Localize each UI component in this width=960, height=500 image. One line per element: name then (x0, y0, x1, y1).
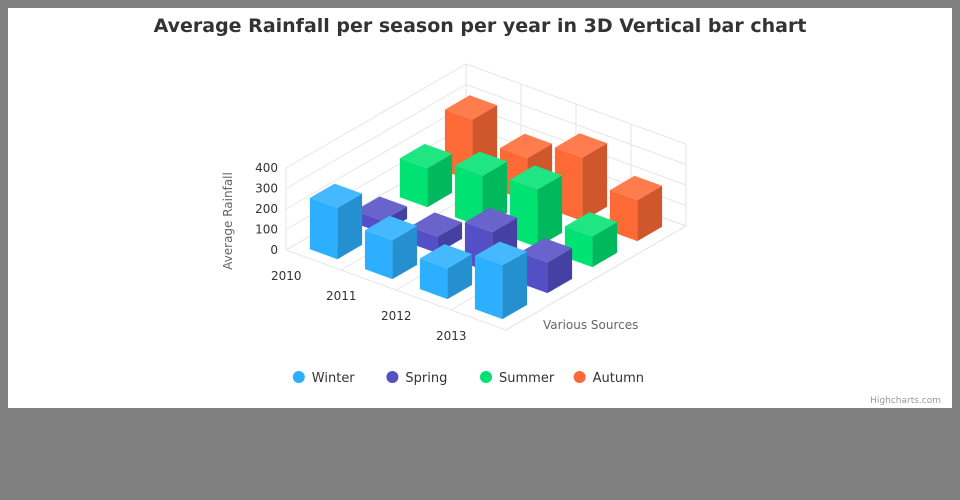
bar-top-face (509, 165, 563, 190)
bar-front-face (454, 165, 483, 228)
bar-side-face (427, 153, 453, 208)
bar-side-face (582, 143, 608, 222)
bar-autumn-2013[interactable] (609, 175, 663, 242)
x-tick-label: 2010 (271, 269, 302, 283)
grid-line (285, 104, 467, 210)
bar-autumn-2012[interactable] (554, 133, 608, 222)
bar-winter-2011[interactable] (364, 215, 418, 280)
credits-link[interactable]: Highcharts.com (870, 396, 941, 406)
y-tick-label: 400 (255, 161, 278, 175)
y-tick-label: 300 (255, 182, 278, 196)
bar-side-face (502, 251, 528, 320)
legend-label: Spring (405, 371, 447, 386)
bar-winter-2013[interactable] (474, 241, 528, 320)
bar-side-face (447, 254, 473, 300)
bar-top-face (364, 215, 418, 241)
bars (309, 95, 663, 320)
bar-side-face (392, 225, 418, 280)
grid-line (285, 63, 467, 169)
bar-top-face (309, 183, 363, 208)
bar-summer-2012[interactable] (509, 165, 563, 248)
bar-spring-2011[interactable] (409, 212, 463, 254)
chart-svg: Average Rainfall per season per year in … (154, 15, 941, 406)
y-tick-label: 0 (270, 243, 278, 257)
bar-front-face (399, 158, 428, 208)
chart-card: Average Rainfall per season per year in … (8, 8, 952, 408)
legend-item-summer[interactable]: Summer (480, 371, 555, 386)
bar-top-face (354, 196, 408, 221)
z-axis-title: Various Sources (543, 318, 638, 332)
grid-line (285, 84, 467, 189)
y-axis-title: Average Rainfall (221, 172, 235, 270)
legend-item-spring[interactable]: Spring (386, 371, 447, 386)
chart-title: Average Rainfall per season per year in … (154, 15, 807, 37)
bar-top-face (444, 95, 498, 120)
bar-side-face (637, 185, 663, 242)
x-tick-label: 2013 (436, 329, 467, 343)
y-tick-label: 200 (255, 202, 278, 216)
bar-top-face (454, 151, 508, 176)
legend-label: Winter (312, 371, 356, 386)
bar-side-face (537, 175, 563, 248)
bar-front-face (364, 230, 393, 280)
legend-marker (573, 371, 586, 383)
x-tick-label: 2011 (326, 289, 357, 303)
legend-item-autumn[interactable]: Autumn (573, 371, 644, 386)
bar-front-face (474, 255, 503, 320)
bar-top-face (499, 133, 553, 159)
grid-line (285, 249, 507, 331)
bar-top-face (474, 241, 528, 266)
bar-top-face (609, 175, 663, 201)
bar-top-face (464, 207, 518, 233)
bar-winter-2012[interactable] (419, 244, 473, 300)
grid-line (505, 225, 687, 331)
bar-top-face (554, 133, 608, 158)
bar-top-face (399, 143, 453, 169)
bar-top-face (419, 244, 473, 269)
legend-marker (292, 371, 305, 383)
bar-spring-2013[interactable] (519, 238, 573, 294)
axes: Average Rainfall Various Sources 0 100 200… (221, 161, 638, 343)
bar-side-face (337, 193, 363, 260)
bar-summer-2010[interactable] (399, 143, 453, 208)
legend-marker (480, 371, 492, 383)
y-tick-label: 100 (255, 223, 278, 237)
bar-top-face (519, 238, 573, 263)
legend-item-winter[interactable]: Winter (292, 371, 356, 386)
x-tick-label: 2012 (381, 309, 412, 323)
bar-side-face (547, 248, 573, 294)
bar-front-face (419, 258, 448, 300)
bar-top-face (564, 212, 618, 237)
legend-label: Summer (499, 371, 555, 386)
bar-top-face (409, 212, 463, 237)
bar-summer-2013[interactable] (564, 212, 618, 268)
bar-winter-2010[interactable] (309, 183, 363, 260)
bar-side-face (592, 222, 618, 268)
legend: Winter Spring Summer Autumn (292, 371, 644, 386)
bar-front-face (309, 197, 338, 260)
legend-label: Autumn (593, 371, 644, 386)
legend-marker (386, 371, 399, 383)
